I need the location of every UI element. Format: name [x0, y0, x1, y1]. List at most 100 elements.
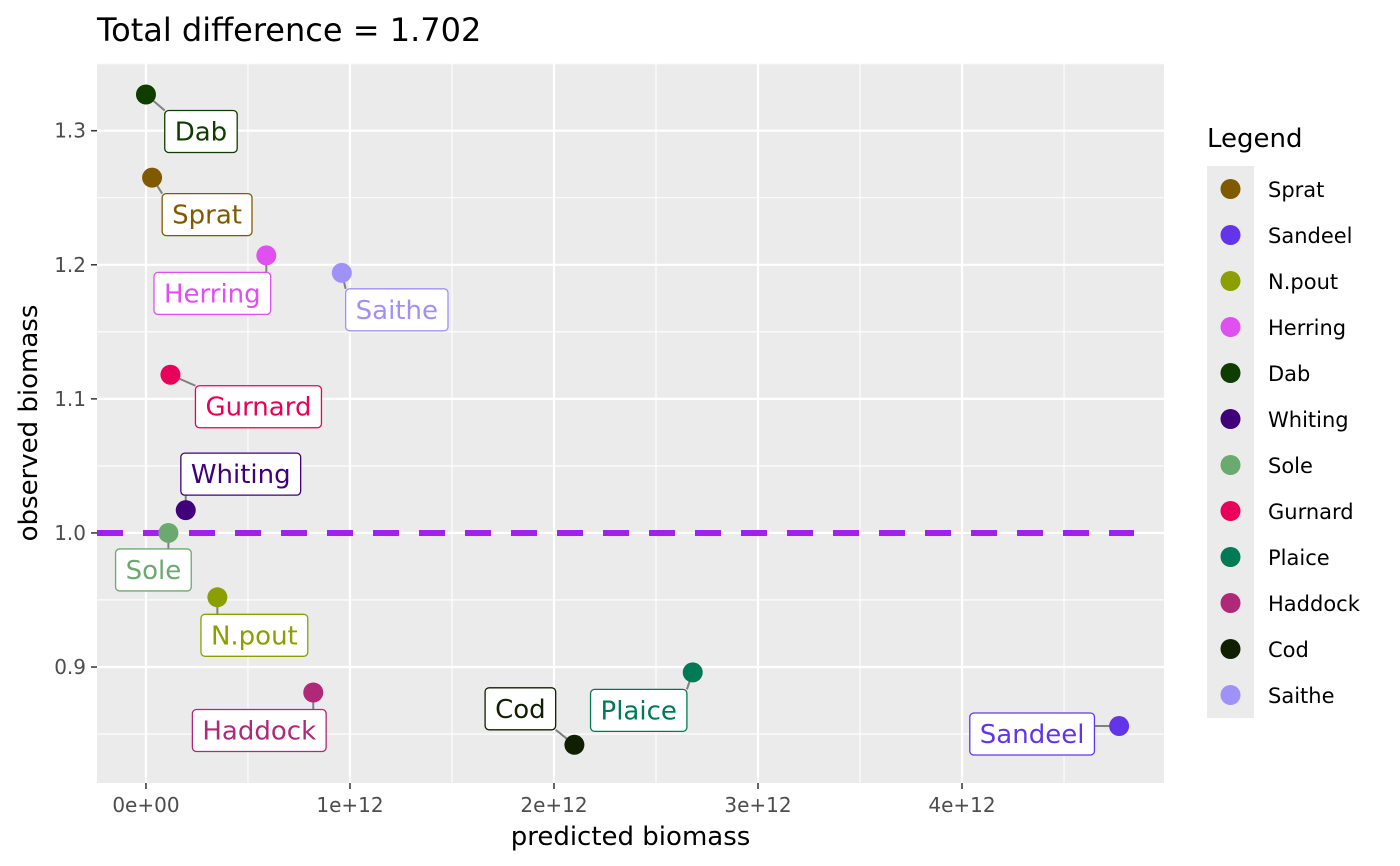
legend-key [1220, 363, 1241, 383]
label-box [153, 271, 272, 316]
label-text: Sole [126, 556, 182, 586]
legend-item: Herring [1220, 316, 1346, 340]
x-tick-label: 3e+12 [724, 793, 791, 817]
legend-key [1220, 593, 1241, 613]
legend-item: Haddock [1220, 592, 1361, 616]
legend-key [1220, 547, 1241, 567]
y-tick-label: 0.9 [54, 655, 86, 679]
y-tick-label: 1.1 [54, 387, 86, 411]
point-label-dab: Dab [164, 109, 238, 154]
point-sandeel [1109, 716, 1130, 737]
legend-label: Whiting [1268, 408, 1349, 432]
label-box [484, 687, 557, 731]
label-box [114, 548, 192, 592]
point-label-gurnard: Gurnard [194, 385, 323, 429]
legend-item: Gurnard [1220, 500, 1354, 524]
y-axis-ticks: 0.9 1.0 1.1 1.2 1.3 [54, 119, 97, 679]
point-herring [256, 245, 277, 266]
legend-label: Sole [1268, 454, 1313, 478]
point-gurnard [160, 364, 181, 385]
label-box [344, 288, 449, 332]
y-tick-label: 1.3 [54, 119, 86, 143]
point-label-herring: Herring [153, 271, 272, 316]
point-label-cod: Cod [484, 687, 557, 731]
label-box [161, 192, 253, 237]
point-cod [564, 734, 585, 755]
legend-key [1220, 179, 1241, 199]
point-label-sprat: Sprat [161, 192, 253, 237]
point-saithe [331, 262, 352, 283]
legend-item: Sandeel [1220, 224, 1353, 248]
point-label-sandeel: Sandeel [969, 712, 1096, 756]
label-text: Dab [175, 118, 227, 148]
x-tick-label: 4e+12 [928, 793, 995, 817]
x-tick-label: 0e+00 [112, 793, 179, 817]
legend-key [1220, 271, 1241, 291]
legend-item: N.pout [1220, 270, 1338, 294]
legend-key-background [1207, 166, 1254, 718]
label-text: Haddock [202, 716, 316, 746]
data-points [135, 84, 1130, 755]
label-text: Gurnard [205, 393, 311, 423]
legend-label: Plaice [1268, 546, 1330, 570]
point-sole [158, 522, 179, 543]
x-axis-title: predicted biomass [511, 822, 751, 852]
label-box [191, 708, 327, 753]
legend-item: Sole [1220, 454, 1313, 478]
point-label-haddock: Haddock [191, 708, 327, 753]
legend-key [1220, 685, 1241, 705]
y-tick-label: 1.2 [54, 253, 86, 277]
label-text: Sandeel [980, 720, 1085, 750]
legend-label: Gurnard [1268, 500, 1354, 524]
label-text: Saithe [356, 296, 438, 326]
legend: Legend Sprat Sandeel N.pout Herring Dab Whiti… [1207, 124, 1361, 718]
legend-key [1220, 639, 1241, 659]
label-text: N.pout [211, 621, 298, 651]
label-box [164, 109, 238, 154]
point-n-pout [207, 587, 228, 608]
point-label-n-pout: N.pout [200, 613, 309, 657]
legend-label: Saithe [1268, 684, 1335, 708]
label-box [200, 613, 309, 657]
legend-item: Plaice [1220, 546, 1330, 570]
legend-key [1220, 225, 1241, 245]
point-label-sole: Sole [114, 548, 192, 592]
legend-key [1220, 317, 1241, 337]
label-text: Herring [164, 279, 261, 309]
point-label-plaice: Plaice [589, 688, 688, 733]
legend-item: Sprat [1220, 178, 1324, 202]
legend-label: N.pout [1268, 270, 1338, 294]
legend-item: Cod [1220, 638, 1309, 662]
point-plaice [682, 662, 703, 683]
legend-item: Saithe [1220, 684, 1335, 708]
point-label-saithe: Saithe [344, 288, 449, 332]
legend-label: Herring [1268, 316, 1346, 340]
chart-title: Total difference = 1.702 [96, 11, 481, 49]
point-label-whiting: Whiting [180, 452, 302, 496]
y-axis-title: observed biomass [14, 305, 44, 542]
label-text: Sprat [172, 201, 242, 231]
legend-title: Legend [1207, 124, 1303, 154]
legend-key [1220, 501, 1241, 521]
x-axis-ticks: 0e+00 1e+12 2e+12 3e+12 4e+12 [112, 783, 996, 817]
legend-label: Sandeel [1268, 224, 1353, 248]
label-box [180, 452, 302, 496]
legend-label: Sprat [1268, 178, 1324, 202]
point-haddock [303, 682, 324, 703]
legend-key [1220, 409, 1241, 429]
legend-item: Dab [1220, 362, 1310, 386]
legend-key [1220, 455, 1241, 475]
point-whiting [175, 500, 196, 521]
label-text: Cod [495, 695, 546, 725]
point-sprat [142, 167, 163, 188]
legend-label: Dab [1268, 362, 1310, 386]
legend-item: Whiting [1220, 408, 1349, 432]
y-tick-label: 1.0 [54, 521, 86, 545]
point-dab [135, 84, 156, 105]
label-box [589, 688, 688, 733]
legend-label: Haddock [1268, 592, 1361, 616]
label-box [194, 385, 323, 429]
legend-label: Cod [1268, 638, 1309, 662]
label-text: Plaice [601, 696, 677, 726]
